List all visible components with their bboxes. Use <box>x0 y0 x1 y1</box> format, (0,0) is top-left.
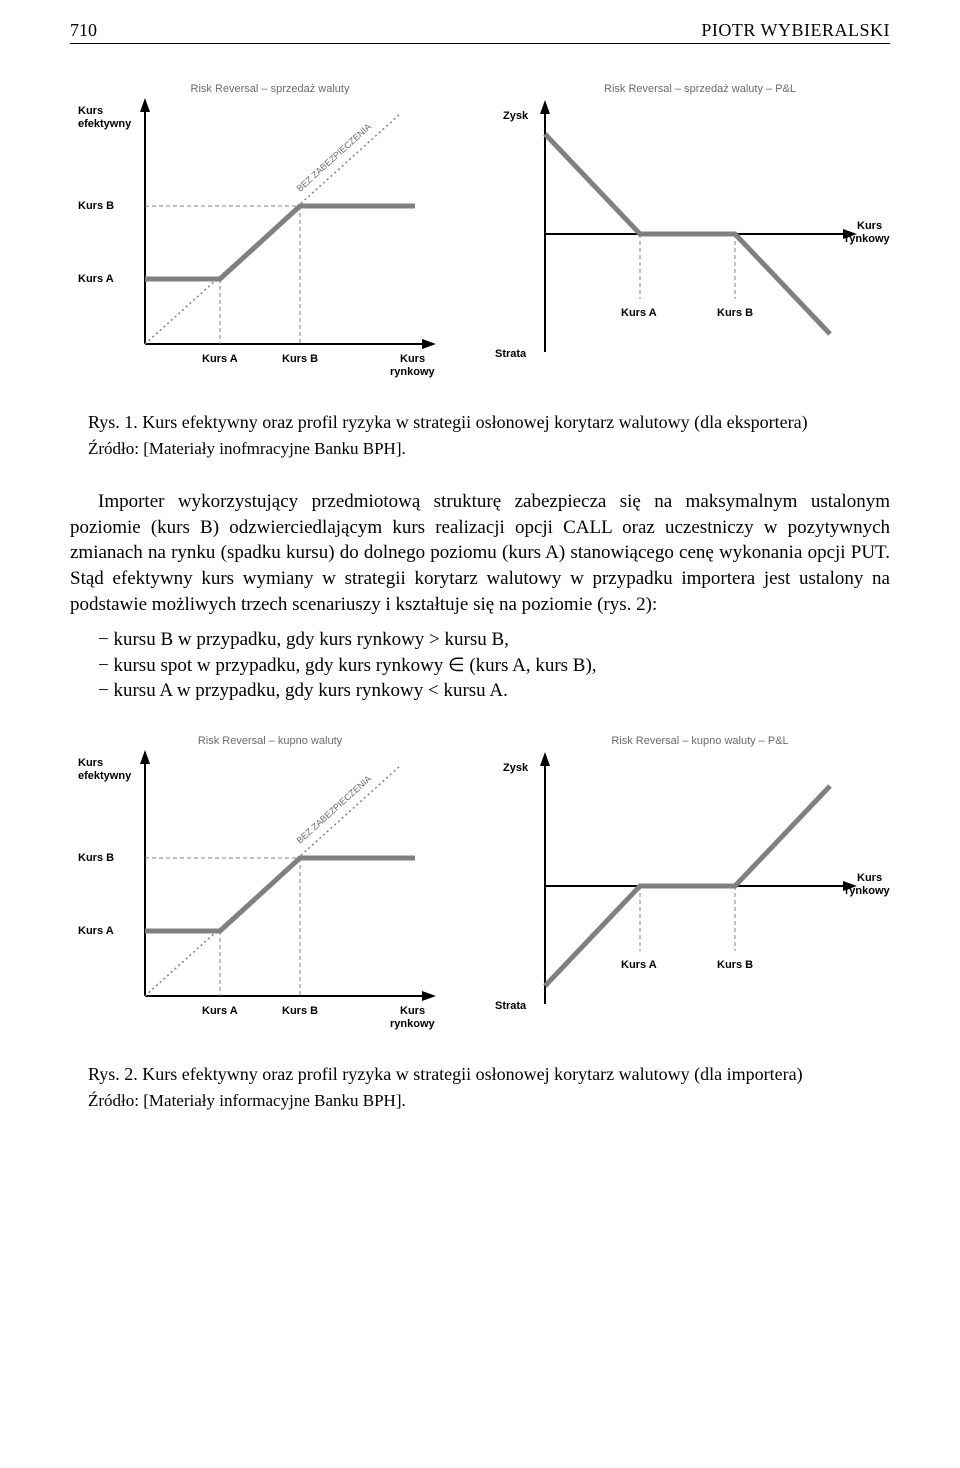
fig1-chart-left: Risk Reversal – sprzedaż waluty Kurs efe… <box>70 74 465 384</box>
fig2-caption: Rys. 2. Kurs efektywny oraz profil ryzyk… <box>88 1064 890 1085</box>
fig1-left-xtick-a: Kurs A <box>202 353 238 365</box>
body-paragraph-1: Importer wykorzystujący przedmiotową str… <box>70 489 890 617</box>
fig1-chart-right: Risk Reversal – sprzedaż waluty – P&L Zy… <box>485 74 890 384</box>
fig2-right-ytop: Zysk <box>503 762 529 774</box>
fig2-right-xlabel2: rynkowy <box>845 885 890 897</box>
fig2-left-xtick-b: Kurs B <box>282 1005 318 1017</box>
fig1-right-ytop: Zysk <box>503 110 529 122</box>
fig2-left-xtick-a: Kurs A <box>202 1005 238 1017</box>
fig1-right-svg: Risk Reversal – sprzedaż waluty – P&L Zy… <box>485 74 890 384</box>
fig2-left-ylabel1: Kurs <box>78 757 103 769</box>
fig2-chart-right: Risk Reversal – kupno waluty – P&L Zysk … <box>485 726 890 1036</box>
fig2-right-svg: Risk Reversal – kupno waluty – P&L Zysk … <box>485 726 890 1036</box>
fig1-right-title: Risk Reversal – sprzedaż waluty – P&L <box>604 83 796 95</box>
fig2-right-xtick-a: Kurs A <box>621 959 657 971</box>
fig1-left-ylabel1: Kurs <box>78 105 103 117</box>
figure-1-charts: Risk Reversal – sprzedaż waluty Kurs efe… <box>70 74 890 384</box>
fig2-left-ytick-a: Kurs A <box>78 925 114 937</box>
fig2-left-xlabel1: Kurs <box>400 1005 425 1017</box>
fig2-right-xtick-b: Kurs B <box>717 959 753 971</box>
author-name: PIOTR WYBIERALSKI <box>701 20 890 41</box>
fig1-right-xtick-b: Kurs B <box>717 307 753 319</box>
fig2-right-xlabel1: Kurs <box>857 872 882 884</box>
scenario-item-3: kursu A w przypadku, gdy kurs rynkowy < … <box>70 678 890 704</box>
fig1-left-title: Risk Reversal – sprzedaż waluty <box>191 83 350 95</box>
fig1-left-svg: Risk Reversal – sprzedaż waluty Kurs efe… <box>70 74 465 384</box>
fig2-source: Źródło: [Materiały informacyjne Banku BP… <box>88 1091 890 1111</box>
fig2-right-ybottom: Strata <box>495 1000 527 1012</box>
fig2-chart-left: Risk Reversal – kupno waluty Kurs efekty… <box>70 726 465 1036</box>
fig1-left-xlabel2: rynkowy <box>390 366 436 378</box>
fig2-left-diag-label: BEZ ZABEZPIECZENIA <box>295 774 373 846</box>
figure-2-charts: Risk Reversal – kupno waluty Kurs efekty… <box>70 726 890 1036</box>
fig2-left-svg: Risk Reversal – kupno waluty Kurs efekty… <box>70 726 465 1036</box>
fig2-left-ytick-b: Kurs B <box>78 852 114 864</box>
fig2-left-title: Risk Reversal – kupno waluty <box>198 735 343 747</box>
fig1-right-ybottom: Strata <box>495 348 527 360</box>
fig1-left-xtick-b: Kurs B <box>282 353 318 365</box>
fig1-right-xlabel1: Kurs <box>857 220 882 232</box>
fig1-left-xlabel1: Kurs <box>400 353 425 365</box>
fig1-left-ytick-a: Kurs A <box>78 273 114 285</box>
page: 710 PIOTR WYBIERALSKI Risk Reversal – sp… <box>0 0 960 1151</box>
fig1-right-xlabel2: rynkowy <box>845 233 890 245</box>
scenario-list: kursu B w przypadku, gdy kurs rynkowy > … <box>70 627 890 704</box>
page-header: 710 PIOTR WYBIERALSKI <box>70 20 890 44</box>
scenario-item-2: kursu spot w przypadku, gdy kurs rynkowy… <box>70 653 890 679</box>
fig1-left-ylabel2: efektywny <box>78 118 132 130</box>
fig1-source: Źródło: [Materiały inofmracyjne Banku BP… <box>88 439 890 459</box>
fig1-caption: Rys. 1. Kurs efektywny oraz profil ryzyk… <box>88 412 890 433</box>
fig2-right-title: Risk Reversal – kupno waluty – P&L <box>611 735 788 747</box>
fig1-left-ytick-b: Kurs B <box>78 200 114 212</box>
fig1-left-diag-label: BEZ ZABEZPIECZENIA <box>295 121 373 193</box>
fig2-left-ylabel2: efektywny <box>78 770 132 782</box>
fig1-right-xtick-a: Kurs A <box>621 307 657 319</box>
scenario-item-1: kursu B w przypadku, gdy kurs rynkowy > … <box>70 627 890 653</box>
fig2-left-xlabel2: rynkowy <box>390 1018 436 1030</box>
page-number: 710 <box>70 20 97 41</box>
